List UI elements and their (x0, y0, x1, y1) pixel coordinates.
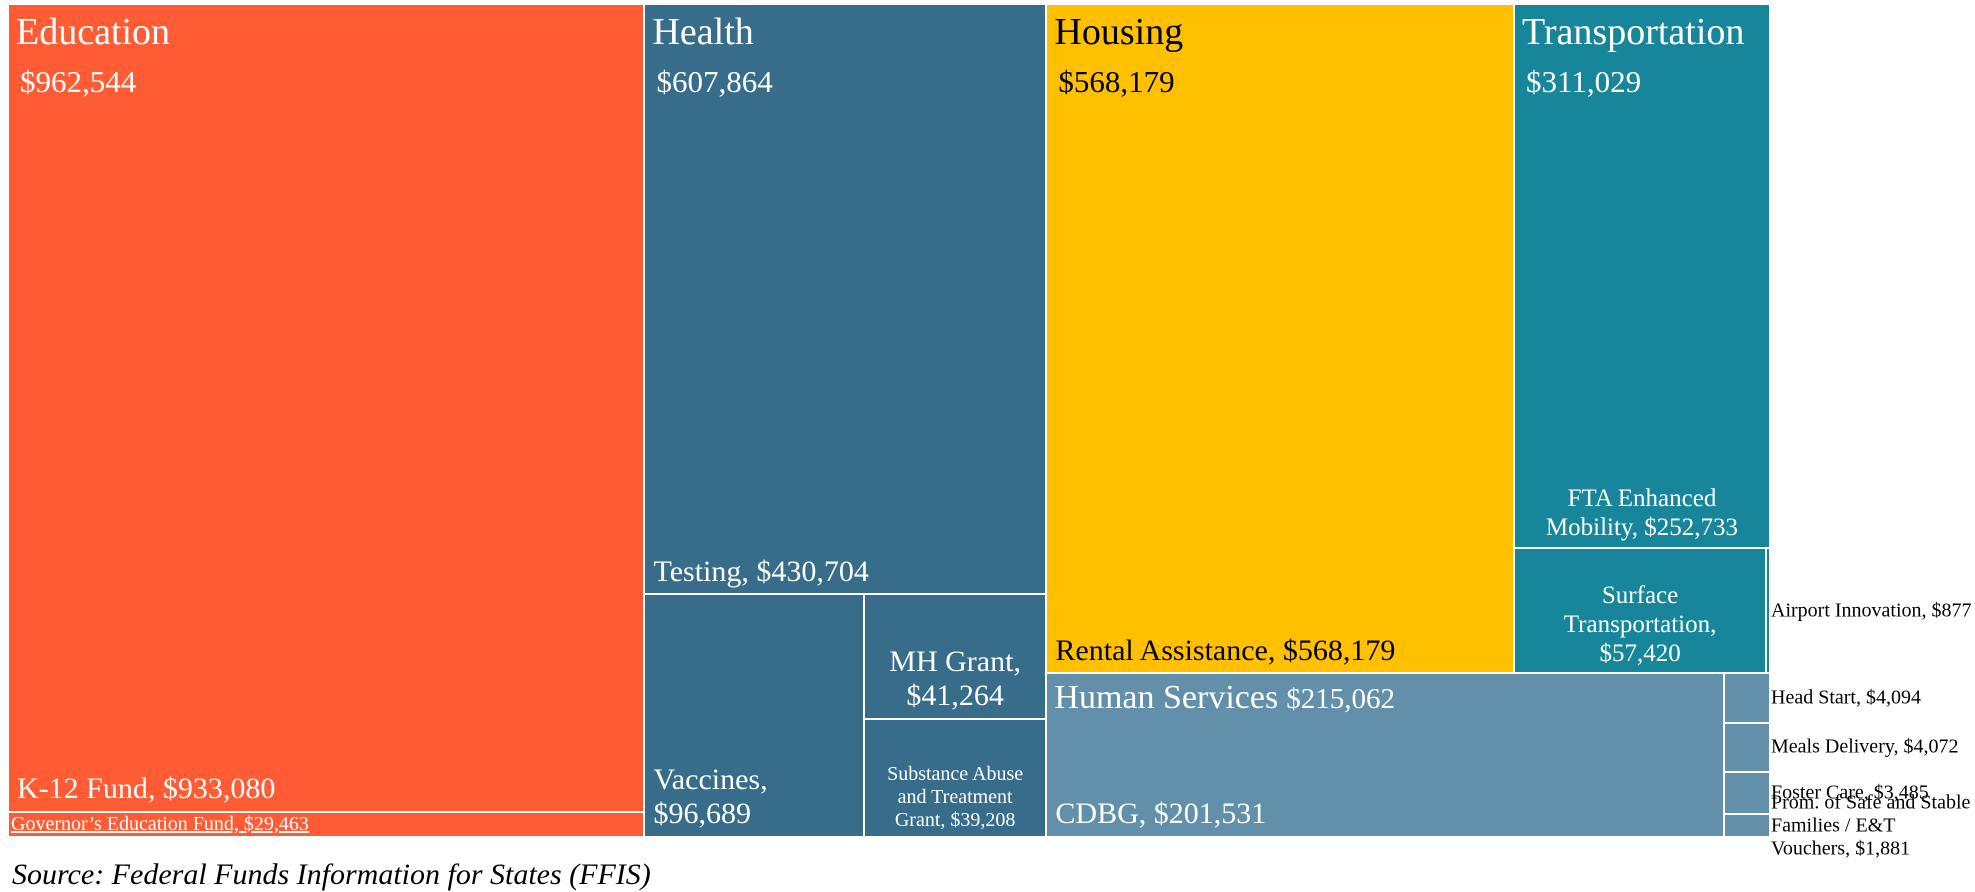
group-name: Transportation (1522, 11, 1745, 53)
tile (1724, 673, 1770, 723)
tile: Vaccines, $96,689 (644, 594, 864, 837)
tile (1724, 772, 1770, 815)
group-header: Health $607,864 (652, 10, 772, 100)
tile-label: CDBG, $201,531 (1055, 797, 1267, 831)
tile (1724, 722, 1770, 773)
outside-label: Meals Delivery, $4,072 (1771, 735, 1959, 758)
tile: CDBG, $201,531 (1046, 673, 1725, 837)
tile-label: Substance Abuse and Treatment Grant, $39… (887, 762, 1024, 831)
group-header: Transportation $311,029 (1522, 10, 1744, 100)
outside-label: Prom. of Safe and Stable Families / E&T … (1771, 791, 1971, 860)
group-name: Human Services (1054, 679, 1279, 717)
group-name: Health (652, 11, 754, 53)
tile: MH Grant, $41,264 (863, 594, 1047, 719)
tile: Testing, $430,704 (644, 4, 1047, 595)
group-header: Housing $568,179 (1054, 10, 1183, 100)
group-value: $607,864 (656, 64, 773, 99)
group-value: $311,029 (1526, 64, 1642, 99)
tile-label: Testing, $430,704 (653, 554, 869, 588)
group-value: $962,544 (20, 64, 137, 99)
group-header: Education $962,544 (16, 10, 170, 100)
source-note: Source: Federal Funds Information for St… (12, 858, 651, 891)
tile-label: Surface Transportation, $57,420 (1563, 582, 1717, 667)
tile (1766, 547, 1770, 674)
tile: Surface Transportation, $57,420 (1514, 547, 1767, 674)
tile-label: Rental Assistance, $568,179 (1055, 633, 1396, 667)
group-header: Human Services $215,062 (1054, 679, 1395, 717)
tile (1724, 814, 1770, 837)
group-value: $568,179 (1058, 64, 1175, 99)
group-name: Housing (1054, 11, 1184, 53)
tile: FTA Enhanced Mobility, $252,733 (1514, 4, 1770, 548)
tile: K-12 Fund, $933,080 (8, 4, 645, 812)
tile: Substance Abuse and Treatment Grant, $39… (863, 718, 1047, 837)
tile-label: Governor’s Education Fund, $29,463 (11, 812, 309, 835)
outside-label: Head Start, $4,094 (1771, 686, 1921, 709)
tile-label: FTA Enhanced Mobility, $252,733 (1545, 485, 1739, 542)
tile-label: MH Grant, $41,264 (889, 644, 1021, 713)
tile-label: K-12 Fund, $933,080 (17, 772, 276, 805)
tile-label: Vaccines, $96,689 (653, 762, 768, 831)
group-value: $215,062 (1286, 683, 1395, 716)
outside-label: Airport Innovation, $877 (1771, 599, 1972, 622)
outside-label: Foster Care, $3,485 (1771, 781, 1929, 804)
tile: Governor’s Education Fund, $29,463 (8, 811, 645, 837)
tile: Rental Assistance, $568,179 (1046, 4, 1514, 674)
group-name: Education (16, 11, 171, 53)
